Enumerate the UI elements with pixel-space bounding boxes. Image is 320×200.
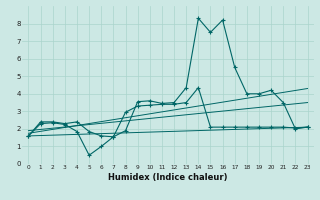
X-axis label: Humidex (Indice chaleur): Humidex (Indice chaleur) <box>108 173 228 182</box>
